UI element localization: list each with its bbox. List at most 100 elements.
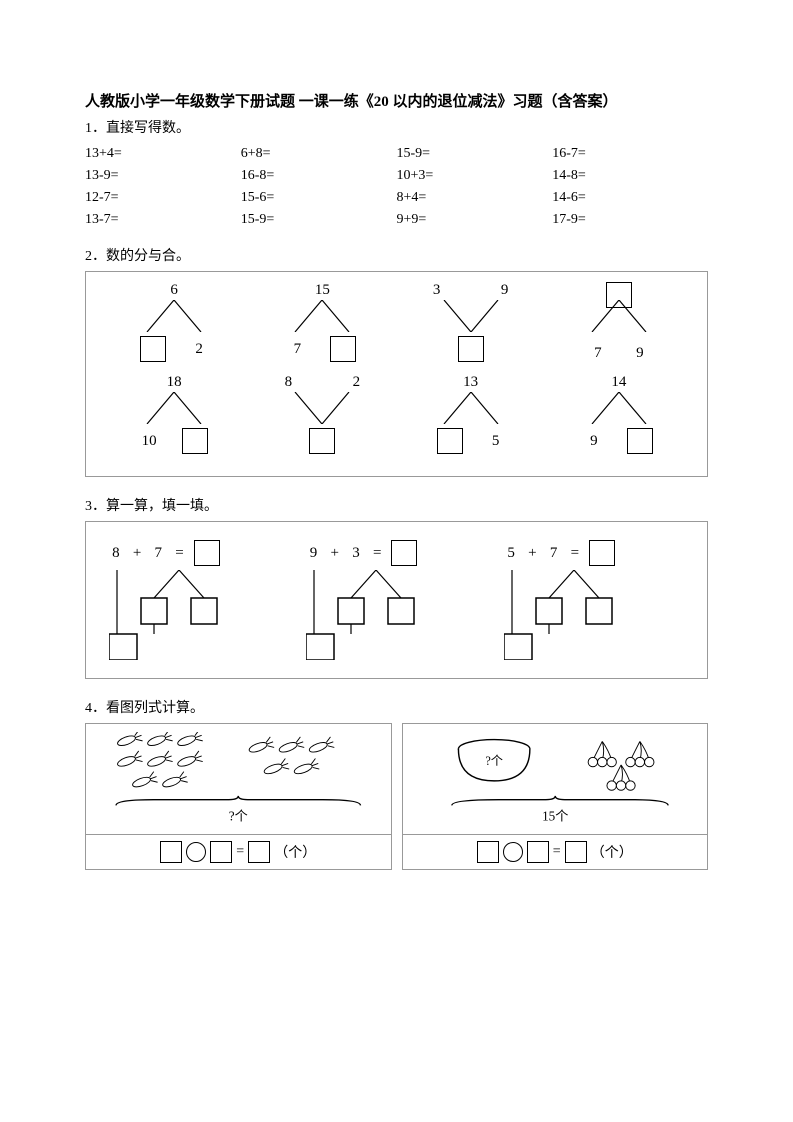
number-tree: 39	[406, 282, 536, 362]
answer-box[interactable]	[248, 841, 270, 863]
number-tree: 62	[109, 282, 239, 362]
q4-row: ?个 = （个） ?个	[85, 723, 708, 870]
page-title: 人教版小学一年级数学下册试题 一课一练《20 以内的退位减法》习题（含答案）	[85, 90, 708, 111]
answer-box[interactable]	[627, 428, 653, 454]
tree-number: 6	[165, 282, 183, 299]
tree-row: 621573979	[100, 282, 693, 362]
q2-figure: 621573979 181082135149	[85, 271, 708, 477]
tree-number: 18	[165, 374, 183, 391]
tree-number: 13	[462, 374, 480, 391]
q1-cell: 15-6=	[241, 187, 397, 209]
q1-cell: 8+4=	[397, 187, 553, 209]
equals-text: =	[175, 545, 187, 562]
answer-box[interactable]	[477, 841, 499, 863]
table-row: 13-7= 15-9= 9+9= 17-9=	[85, 209, 708, 231]
operand: 3	[349, 545, 367, 562]
tree-number: 10	[140, 433, 158, 450]
q1-cell: 6+8=	[241, 143, 397, 165]
operand: 7	[151, 545, 169, 562]
equals-text: =	[236, 844, 244, 860]
tree-number: 9	[585, 433, 603, 450]
answer-box[interactable]	[210, 841, 232, 863]
answer-box	[586, 598, 612, 624]
bowl-icon: ?个	[458, 740, 529, 781]
q1-cell: 16-8=	[241, 165, 397, 187]
plus-text: +	[133, 545, 145, 562]
q3-row: 8 + 7 = 9 + 3 =	[100, 532, 693, 668]
plus-text: +	[330, 545, 342, 562]
tree-number: 7	[288, 341, 306, 358]
operator-circle[interactable]	[186, 842, 206, 862]
q1-table: 13+4= 6+8= 15-9= 16-7= 13-9= 16-8= 10+3=…	[85, 143, 708, 231]
q1-cell: 17-9=	[552, 209, 708, 231]
operand: 5	[504, 545, 522, 562]
q1-cell: 13+4=	[85, 143, 241, 165]
answer-box[interactable]	[565, 841, 587, 863]
q2-label: 2．数的分与合。	[85, 245, 708, 265]
answer-box	[536, 598, 562, 624]
operand: 9	[306, 545, 324, 562]
answer-box	[191, 598, 217, 624]
svg-text:?个: ?个	[485, 754, 503, 768]
answer-box	[504, 634, 532, 660]
number-tree: 15 7	[257, 282, 387, 362]
carrot-icon	[247, 737, 335, 778]
carrot-icon	[116, 732, 204, 791]
table-row: 12-7= 15-6= 8+4= 14-6=	[85, 187, 708, 209]
number-tree: 14 9	[554, 374, 684, 454]
answer-box[interactable]	[160, 841, 182, 863]
tree-number: 15	[313, 282, 331, 299]
q4-right-panel: ?个	[402, 723, 709, 870]
q4-left-pic: ?个	[86, 724, 391, 834]
answer-box[interactable]	[330, 336, 356, 362]
table-row: 13-9= 16-8= 10+3= 14-8=	[85, 165, 708, 187]
q4-label: 4．看图列式计算。	[85, 697, 708, 717]
tree-number: 5	[487, 433, 505, 450]
q1-cell: 14-6=	[552, 187, 708, 209]
tree-number: 8	[279, 374, 297, 391]
tree-number: 9	[496, 282, 514, 299]
tree-number: 9	[631, 345, 649, 362]
answer-box[interactable]	[309, 428, 335, 454]
q4-right-pic: ?个	[403, 724, 708, 834]
equals-text: =	[571, 545, 583, 562]
q4-left-panel: ?个 = （个）	[85, 723, 392, 870]
brace-label: ?个	[229, 808, 248, 823]
q1-cell: 15-9=	[241, 209, 397, 231]
operator-circle[interactable]	[503, 842, 523, 862]
answer-box[interactable]	[437, 428, 463, 454]
answer-box	[141, 598, 167, 624]
tree-number: 2	[347, 374, 365, 391]
answer-box[interactable]	[140, 336, 166, 362]
answer-box[interactable]	[458, 336, 484, 362]
q3-item: 9 + 3 =	[306, 540, 486, 660]
tree-number: 7	[589, 345, 607, 362]
q1-cell: 13-7=	[85, 209, 241, 231]
answer-box[interactable]	[527, 841, 549, 863]
tree-number: 2	[190, 341, 208, 358]
unit-text: （个）	[274, 842, 316, 862]
q1-cell: 13-9=	[85, 165, 241, 187]
equals-text: =	[373, 545, 385, 562]
q3-equation: 5 + 7 =	[504, 540, 684, 566]
answer-box[interactable]	[391, 540, 417, 566]
number-tree: 82	[257, 374, 387, 454]
q3-figure: 8 + 7 = 9 + 3 =	[85, 521, 708, 679]
q1-cell: 14-8=	[552, 165, 708, 187]
q1-cell: 12-7=	[85, 187, 241, 209]
tree-row: 181082135149	[100, 374, 693, 454]
table-row: 13+4= 6+8= 15-9= 16-7=	[85, 143, 708, 165]
answer-box[interactable]	[194, 540, 220, 566]
answer-box	[306, 634, 334, 660]
q3-label: 3．算一算，填一填。	[85, 495, 708, 515]
q4-right-equation: = （个）	[403, 834, 708, 869]
answer-box	[388, 598, 414, 624]
q3-item: 5 + 7 =	[504, 540, 684, 660]
tree-number: 14	[610, 374, 628, 391]
answer-box[interactable]	[589, 540, 615, 566]
answer-box	[109, 634, 137, 660]
q1-cell: 9+9=	[397, 209, 553, 231]
answer-box	[338, 598, 364, 624]
answer-box[interactable]	[182, 428, 208, 454]
equals-text: =	[553, 844, 561, 860]
